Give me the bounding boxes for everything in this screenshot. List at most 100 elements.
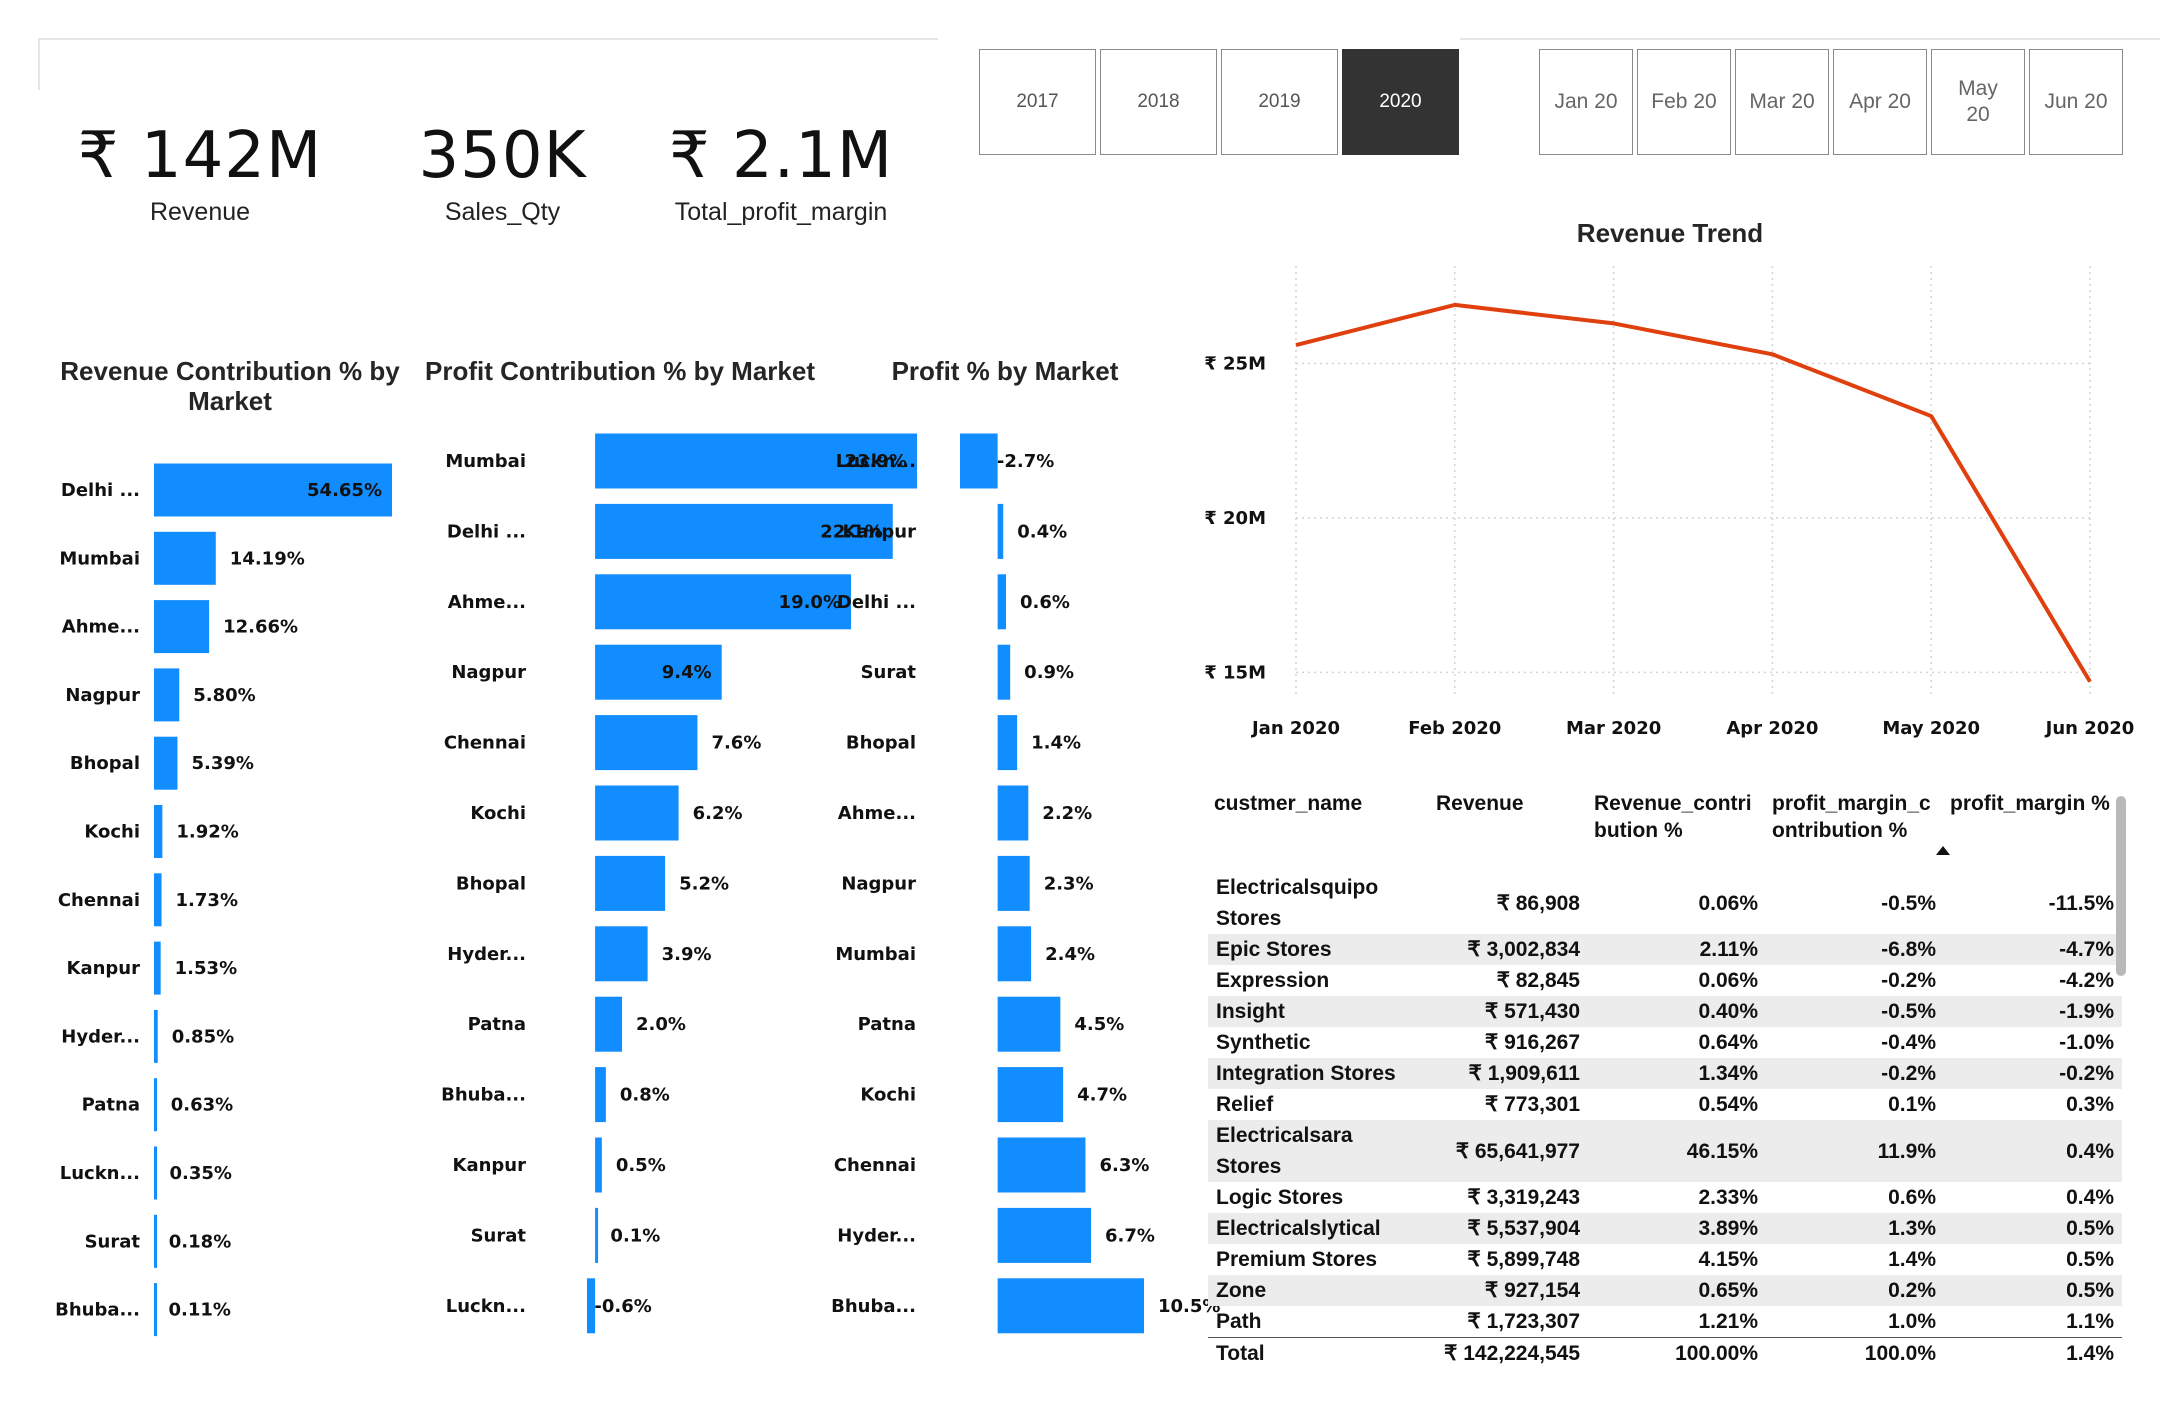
bar[interactable]: [154, 600, 210, 654]
table-row[interactable]: Zone ₹ 927,154 0.65% 0.2% 0.5%: [1208, 1275, 2122, 1306]
table-cell: 4.15%: [1698, 1248, 1758, 1271]
bar[interactable]: [595, 503, 893, 559]
revenue-trend-line[interactable]: [1295, 302, 2092, 683]
column-header-revenue-contribution[interactable]: Revenue_contri bution %: [1594, 792, 1752, 842]
bar[interactable]: [595, 1207, 599, 1263]
table-cell: 0.06%: [1698, 891, 1758, 915]
table-cell: 2.33%: [1698, 1186, 1758, 1209]
x-tick-label: Mar 2020: [1566, 718, 1661, 739]
year-slicer-2018[interactable]: 2018: [1100, 49, 1217, 155]
bar[interactable]: [595, 1137, 602, 1193]
table-cell: ₹ 571,430: [1430, 996, 1588, 1027]
table-cell: -6.8%: [1766, 934, 1944, 965]
y-tick-label: ₹ 15M: [1204, 662, 1266, 683]
table-row[interactable]: Insight ₹ 571,430 0.40% -0.5% -1.9%: [1208, 996, 2122, 1027]
month-slicer-mar[interactable]: Mar 20: [1735, 49, 1829, 155]
column-header-profit-margin[interactable]: profit_margin %: [1950, 792, 2110, 815]
table-row[interactable]: Electricalslytical ₹ 5,537,904 3.89% 1.3% 0.…: [1208, 1213, 2122, 1244]
bar[interactable]: [154, 1078, 157, 1132]
bar[interactable]: [595, 433, 917, 489]
bar[interactable]: [595, 715, 698, 771]
bar[interactable]: [595, 644, 722, 700]
month-slicer-feb[interactable]: Feb 20: [1637, 49, 1731, 155]
month-slicer-jun[interactable]: Jun 20: [2029, 49, 2123, 155]
table-row[interactable]: Epic Stores ₹ 3,002,834 2.11% -6.8% -4.7%: [1208, 934, 2122, 965]
bar[interactable]: [997, 644, 1011, 700]
sort-ascending-icon[interactable]: [1936, 846, 1950, 855]
category-label: Mumbai: [835, 944, 916, 965]
year-slicer-2017[interactable]: 2017: [979, 49, 1096, 155]
bar[interactable]: [154, 1146, 157, 1200]
bar[interactable]: [595, 855, 666, 911]
category-label: Patna: [468, 1014, 526, 1035]
column-header-customer[interactable]: custmer_name: [1214, 792, 1363, 815]
bar[interactable]: [997, 715, 1018, 771]
bar[interactable]: [154, 531, 216, 585]
year-slicer-2019[interactable]: 2019: [1221, 49, 1338, 155]
table-row[interactable]: Integration Stores ₹ 1,909,611 1.34% -0.2% -…: [1208, 1058, 2122, 1089]
bar[interactable]: [154, 1283, 157, 1337]
category-label: Surat: [861, 662, 917, 683]
bar[interactable]: [595, 926, 648, 982]
table-row[interactable]: Expression ₹ 82,845 0.06% -0.2% -4.2%: [1208, 965, 2122, 996]
table-cell: 0.2%: [1766, 1275, 1944, 1306]
bar[interactable]: [154, 805, 163, 858]
bar[interactable]: [154, 873, 162, 927]
table-row[interactable]: Logic Stores ₹ 3,319,243 2.33% 0.6% 0.4%: [1208, 1182, 2122, 1213]
month-slicer-apr[interactable]: Apr 20: [1833, 49, 1927, 155]
table-cell: 0.1%: [1888, 1093, 1936, 1116]
bar[interactable]: [997, 926, 1032, 982]
table-row[interactable]: Relief ₹ 773,301 0.54% 0.1% 0.3%: [1208, 1089, 2122, 1120]
category-label: Ahme...: [448, 592, 526, 613]
bar[interactable]: [595, 574, 851, 630]
kpi-label: Sales_Qty: [444, 198, 561, 226]
revenue-trend-line-chart: ₹ 25M ₹ 20M ₹ 15M Jan 2020 Feb 2020 Mar 2020 A…: [1204, 266, 2134, 739]
data-label: 6.2%: [693, 803, 743, 824]
category-label: Delhi ...: [447, 521, 526, 542]
table-cell: ₹ 1,909,611: [1430, 1058, 1588, 1089]
bar[interactable]: [154, 668, 180, 722]
table-row[interactable]: Synthetic ₹ 916,267 0.64% -0.4% -1.0%: [1208, 1027, 2122, 1058]
bar[interactable]: [154, 736, 178, 790]
category-label: Surat: [85, 1231, 141, 1252]
bar[interactable]: [997, 785, 1029, 841]
table-row[interactable]: Electricalsquipo Stores ₹ 86,908 0.06% -0.5…: [1208, 872, 2122, 934]
bar[interactable]: [154, 1214, 157, 1268]
month-slicer-may[interactable]: May 20: [1931, 49, 2025, 155]
year-slicer-2020[interactable]: 2020: [1342, 49, 1459, 155]
bar[interactable]: [997, 996, 1061, 1052]
category-label: Kochi: [470, 803, 526, 824]
table-scrollbar[interactable]: [2116, 796, 2126, 976]
bar[interactable]: [997, 855, 1030, 911]
table-cell: 1.21%: [1698, 1310, 1758, 1333]
table-cell: Integration Stores: [1208, 1058, 1430, 1089]
bar[interactable]: [154, 941, 161, 995]
bar[interactable]: [997, 1067, 1064, 1123]
bar[interactable]: [595, 785, 679, 841]
bar[interactable]: [997, 1207, 1092, 1263]
data-label: 5.80%: [193, 685, 255, 706]
bar[interactable]: [154, 1009, 158, 1063]
table-cell: 0.5%: [2066, 1248, 2114, 1271]
bar[interactable]: [595, 1067, 606, 1123]
table-cell: 0.6%: [1888, 1186, 1936, 1209]
table-cell: -0.4%: [1881, 1031, 1936, 1054]
revenue-trend-title: Revenue Trend: [1576, 218, 1764, 248]
bar[interactable]: [997, 1278, 1144, 1334]
bar[interactable]: [997, 574, 1006, 630]
bar[interactable]: [595, 996, 623, 1052]
bar[interactable]: [587, 1278, 596, 1334]
data-label: 6.7%: [1105, 1225, 1155, 1246]
table-row[interactable]: Premium Stores ₹ 5,899,748 4.15% 1.4% 0.5%: [1208, 1244, 2122, 1275]
bar[interactable]: [997, 1137, 1086, 1193]
month-slicer-jan[interactable]: Jan 20: [1539, 49, 1633, 155]
table-row[interactable]: Path ₹ 1,723,307 1.21% 1.0% 1.1%: [1208, 1306, 2122, 1338]
revenue-contribution-bar-chart: Delhi ... 54.65% Mumbai 14.19% Ahme... 12.66%…: [55, 463, 392, 1337]
bar[interactable]: [997, 503, 1004, 559]
bar[interactable]: [960, 433, 998, 489]
column-header-profit-margin-contribution[interactable]: profit_margin_c ontribution %: [1772, 792, 1931, 842]
table-row[interactable]: Electricalsara Stores ₹ 65,641,977 46.15% 1…: [1208, 1120, 2122, 1182]
column-header-revenue[interactable]: Revenue: [1436, 792, 1524, 815]
category-label: Chennai: [58, 890, 140, 911]
bar[interactable]: [154, 463, 392, 517]
